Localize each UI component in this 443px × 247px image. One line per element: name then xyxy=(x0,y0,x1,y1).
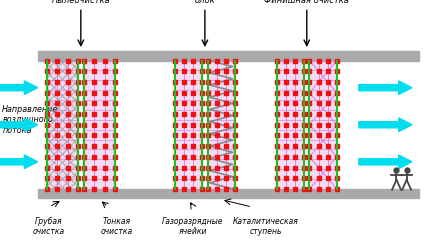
FancyArrow shape xyxy=(0,118,38,131)
FancyArrow shape xyxy=(359,81,412,94)
Bar xyxy=(277,61,304,189)
Text: Направление
воздушного
потока: Направление воздушного потока xyxy=(2,105,58,135)
Bar xyxy=(175,61,202,189)
FancyArrow shape xyxy=(0,81,38,94)
Text: Газоразрядные
ячейки: Газоразрядные ячейки xyxy=(162,217,224,236)
Text: Блок №2
Плазмо-каталитический
блок: Блок №2 Плазмо-каталитический блок xyxy=(151,0,259,5)
Bar xyxy=(47,61,78,189)
Bar xyxy=(309,61,337,189)
Text: Тонкая
очистка: Тонкая очистка xyxy=(101,217,133,236)
Text: Грубая
очистка: Грубая очистка xyxy=(33,217,65,236)
FancyArrow shape xyxy=(359,118,412,131)
Text: Каталитическая
ступень: Каталитическая ступень xyxy=(233,217,299,236)
Bar xyxy=(47,61,78,189)
FancyArrow shape xyxy=(0,155,38,169)
Text: Блок №1
Пылеочистка: Блок №1 Пылеочистка xyxy=(51,0,110,5)
Bar xyxy=(83,61,115,189)
Bar xyxy=(38,189,419,198)
FancyArrow shape xyxy=(359,155,412,169)
Bar xyxy=(47,61,78,189)
Text: Блок №3
Финишная очистка: Блок №3 Финишная очистка xyxy=(264,0,349,5)
Bar xyxy=(207,61,235,189)
Bar xyxy=(38,51,419,61)
